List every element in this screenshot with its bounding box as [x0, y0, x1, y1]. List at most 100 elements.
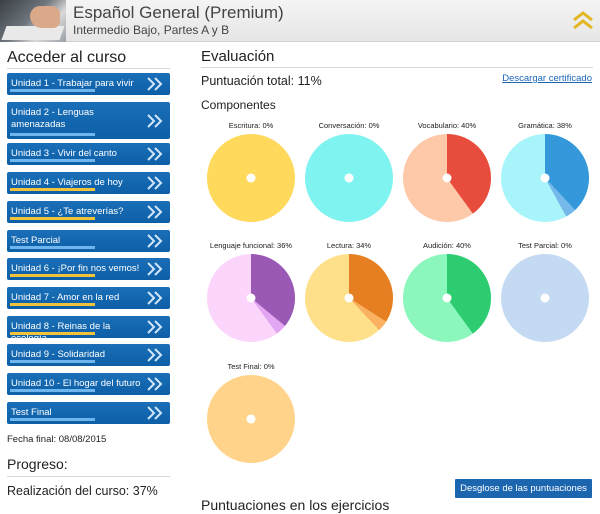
course-subtitle: Intermedio Bajo, Partes A y B	[73, 23, 230, 37]
chart-label: Test Parcial: 0%	[518, 241, 572, 250]
component-chart: Test Parcial: 0%	[499, 240, 591, 344]
unit-progress-bar	[10, 418, 95, 421]
pie-slice-score	[251, 254, 296, 327]
unit-label: Test Parcial	[11, 235, 61, 246]
double-chevron-right-icon	[147, 406, 163, 420]
download-certificate-link[interactable]: Descargar certificado	[502, 73, 592, 84]
double-chevron-right-icon	[147, 77, 163, 91]
sidebar-title: Acceder al curso	[7, 49, 127, 66]
unit-progress-bar	[10, 246, 95, 249]
unit-progress-bar	[10, 89, 95, 92]
chart-label: Gramática: 38%	[518, 121, 572, 130]
unit-label: Test Final	[11, 407, 52, 418]
collapse-chevrons-icon[interactable]	[572, 10, 594, 32]
header-photo	[0, 0, 66, 42]
unit-label: Unidad 9 - Solidaridad	[11, 349, 106, 360]
pie-center-dot	[442, 173, 452, 183]
pie-center-dot	[246, 173, 256, 183]
unit-button[interactable]: Unidad 2 - Lenguas amenazadas	[7, 102, 170, 139]
double-chevron-right-icon	[147, 291, 163, 305]
progress-title: Progreso:	[7, 456, 68, 472]
pie-chart	[207, 375, 295, 463]
pie-center-dot	[246, 414, 256, 424]
score-breakdown-button[interactable]: Desglose de las puntuaciones	[455, 479, 592, 498]
chart-label: Test Final: 0%	[227, 362, 275, 371]
unit-button[interactable]: Unidad 3 - Vivir del canto	[7, 143, 170, 165]
unit-label: Unidad 6 - ¡Por fin nos vemos!	[11, 263, 140, 274]
unit-label: Unidad 3 - Vivir del canto	[11, 148, 117, 159]
pie-chart	[305, 254, 394, 342]
double-chevron-right-icon	[147, 113, 163, 128]
double-chevron-right-icon	[147, 205, 163, 219]
pie-slice-score	[447, 134, 492, 214]
double-chevron-right-icon	[147, 176, 163, 190]
pie-slice-accent	[251, 298, 285, 334]
course-completion: Realización del curso: 37%	[7, 484, 158, 498]
unit-label: Unidad 7 - Amor en la red	[11, 292, 120, 303]
pie-center-dot	[442, 293, 452, 303]
pie-chart	[403, 134, 492, 222]
unit-button[interactable]: Unidad 4 - Viajeros de hoy	[7, 172, 170, 194]
unit-label: Unidad 2 - Lenguas amenazadas	[11, 107, 94, 130]
unit-button[interactable]: Unidad 7 - Amor en la red	[7, 287, 170, 309]
evaluation-divider	[201, 67, 593, 68]
unit-button[interactable]: Unidad 6 - ¡Por fin nos vemos!	[7, 258, 170, 280]
pie-chart	[207, 254, 296, 342]
pie-chart	[501, 254, 589, 342]
unit-label: Unidad 5 - ¿Te atreverías?	[11, 206, 124, 217]
unit-progress-bar	[10, 360, 95, 363]
component-chart: Vocabulario: 40%	[401, 120, 493, 224]
chart-label: Conversación: 0%	[318, 121, 380, 130]
pie-slice-accent	[349, 298, 387, 331]
chart-label: Vocabulario: 40%	[417, 121, 477, 130]
unit-progress-bar	[10, 303, 95, 306]
pie-chart	[305, 134, 393, 222]
components-title: Componentes	[201, 98, 276, 112]
unit-button[interactable]: Unidad 5 - ¿Te atreverías?	[7, 201, 170, 223]
component-chart: Lectura: 34%	[303, 240, 395, 344]
double-chevron-right-icon	[147, 262, 163, 276]
unit-button[interactable]: Unidad 10 - El hogar del futuro	[7, 373, 170, 395]
total-score: Puntuación total: 11%	[201, 74, 322, 88]
unit-progress-bar	[10, 389, 95, 392]
pie-chart	[403, 254, 492, 342]
pie-center-dot	[246, 293, 256, 303]
unit-button[interactable]: Test Parcial	[7, 230, 170, 252]
pie-slice-score	[349, 254, 394, 322]
chart-label: Escritura: 0%	[228, 121, 274, 130]
unit-button[interactable]: Test Final	[7, 402, 170, 424]
pie-chart	[207, 134, 295, 222]
pie-center-dot	[344, 293, 354, 303]
sidebar-divider	[7, 68, 170, 69]
double-chevron-right-icon	[147, 234, 163, 248]
chart-label: Lectura: 34%	[326, 241, 372, 250]
course-title: Español General (Premium)	[73, 3, 284, 22]
end-date: Fecha final: 08/08/2015	[7, 434, 107, 445]
app-header: Español General (Premium) Intermedio Baj…	[0, 0, 600, 42]
pie-center-dot	[344, 173, 354, 183]
unit-button[interactable]: Unidad 1 - Trabajar para vivir	[7, 73, 170, 95]
pie-center-dot	[540, 173, 550, 183]
pie-slice-score	[447, 254, 492, 334]
component-chart: Gramática: 38%	[499, 120, 591, 224]
unit-progress-bar	[10, 332, 95, 335]
pie-center-dot	[540, 293, 550, 303]
unit-button[interactable]: Unidad 8 - Reinas de la ecología	[7, 316, 170, 344]
double-chevron-right-icon	[147, 147, 163, 161]
exercises-title: Puntuaciones en los ejercicios	[201, 497, 390, 513]
unit-label: Unidad 8 - Reinas de la ecología	[11, 321, 111, 344]
unit-progress-bar	[10, 133, 95, 136]
unit-progress-bar	[10, 217, 95, 220]
pie-slice-score	[545, 134, 589, 211]
chart-label: Lenguaje funcional: 36%	[209, 241, 293, 250]
unit-label: Unidad 1 - Trabajar para vivir	[11, 78, 134, 89]
unit-progress-bar	[10, 188, 95, 191]
component-chart: Test Final: 0%	[205, 361, 297, 465]
unit-progress-bar	[10, 274, 95, 277]
chart-label: Audición: 40%	[423, 241, 471, 250]
pie-slice-accent	[545, 178, 576, 217]
unit-button[interactable]: Unidad 9 - Solidaridad	[7, 344, 170, 366]
component-chart: Lenguaje funcional: 36%	[205, 240, 297, 344]
evaluation-title: Evaluación	[201, 48, 275, 65]
unit-progress-bar	[10, 159, 95, 162]
